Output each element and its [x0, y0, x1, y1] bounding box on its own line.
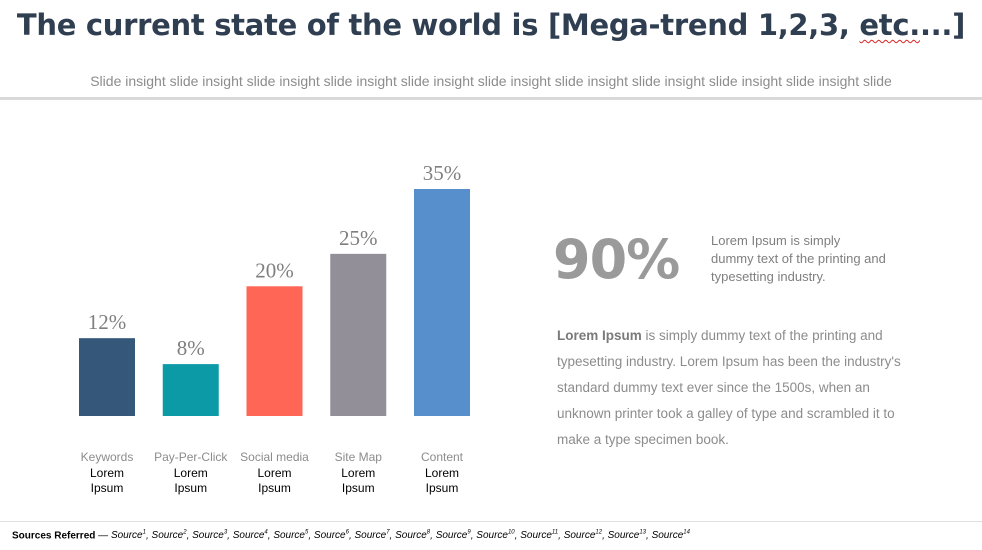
- category-sublabel: Ipsum: [426, 481, 459, 495]
- category-sublabel: Ipsum: [258, 481, 291, 495]
- category-label: Social media: [240, 450, 309, 464]
- page-title: The current state of the world is [Mega-…: [0, 8, 982, 42]
- title-text: The current state of the world is [Mega-…: [16, 8, 860, 42]
- source-reference: Source13: [607, 530, 647, 542]
- source-reference: Source3: [192, 530, 228, 542]
- bar-value-label: 12%: [88, 310, 127, 334]
- source-reference: Source7: [354, 530, 390, 542]
- category-sublabel: Lorem: [90, 466, 124, 480]
- category-label: Site Map: [335, 450, 383, 464]
- source-reference: Source4: [232, 530, 268, 542]
- category-sublabel: Ipsum: [174, 481, 207, 495]
- category-sublabel: Lorem: [341, 466, 375, 480]
- source-reference: Source5: [273, 530, 309, 542]
- category-label: Pay-Per-Click: [154, 450, 228, 464]
- bar-keywords: [79, 338, 135, 416]
- bar-value-label: 25%: [339, 226, 378, 250]
- paragraph-body: is simply dummy text of the printing and…: [557, 328, 901, 447]
- category-sublabel: Lorem: [425, 466, 459, 480]
- title-end: ...]: [919, 8, 966, 42]
- header-divider: [0, 97, 982, 100]
- bar-value-label: 20%: [255, 258, 294, 282]
- footer-divider: [0, 521, 982, 522]
- bar-chart: 12%KeywordsLoremIpsum8%Pay-Per-ClickLore…: [79, 161, 470, 495]
- big-stat-value: 90%: [553, 228, 680, 291]
- source-reference: Source14: [651, 530, 690, 542]
- category-sublabel: Lorem: [174, 466, 208, 480]
- source-reference: Source9: [435, 530, 471, 542]
- category-label: Content: [421, 450, 464, 464]
- source-reference: Source1: [110, 530, 146, 542]
- source-reference: Source2: [151, 530, 187, 542]
- title-spellcheck-word: etc.: [859, 8, 920, 42]
- sources-dash: —: [95, 530, 111, 542]
- paragraph-lead: Lorem Ipsum: [557, 328, 642, 343]
- category-sublabel: Ipsum: [342, 481, 375, 495]
- source-reference: Source12: [563, 530, 603, 542]
- bar-value-label: 8%: [177, 336, 205, 360]
- category-sublabel: Lorem: [257, 466, 291, 480]
- source-reference: Source11: [520, 530, 559, 542]
- description-paragraph: Lorem Ipsum is simply dummy text of the …: [557, 323, 907, 453]
- source-reference: Source8: [395, 530, 431, 542]
- category-sublabel: Ipsum: [91, 481, 124, 495]
- source-reference: Source6: [313, 530, 349, 542]
- bar-pay-per-click: [162, 364, 219, 416]
- bar-site-map: [330, 253, 387, 416]
- big-stat-description: Lorem Ipsum is simply dummy text of the …: [711, 233, 886, 284]
- bar-value-label: 35%: [423, 161, 462, 185]
- slide-insight: Slide insight slide insight slide insigh…: [90, 73, 892, 89]
- category-label: Keywords: [81, 450, 134, 464]
- source-reference: Source10: [476, 530, 515, 542]
- bar-social-media: [246, 286, 303, 416]
- sources-label: Sources Referred: [12, 530, 96, 542]
- bar-content: [414, 189, 470, 416]
- sources-footer: Sources Referred — Source1, Source2, Sou…: [12, 530, 690, 541]
- sources-list: Source1, Source2, Source3, Source4, Sour…: [110, 530, 690, 542]
